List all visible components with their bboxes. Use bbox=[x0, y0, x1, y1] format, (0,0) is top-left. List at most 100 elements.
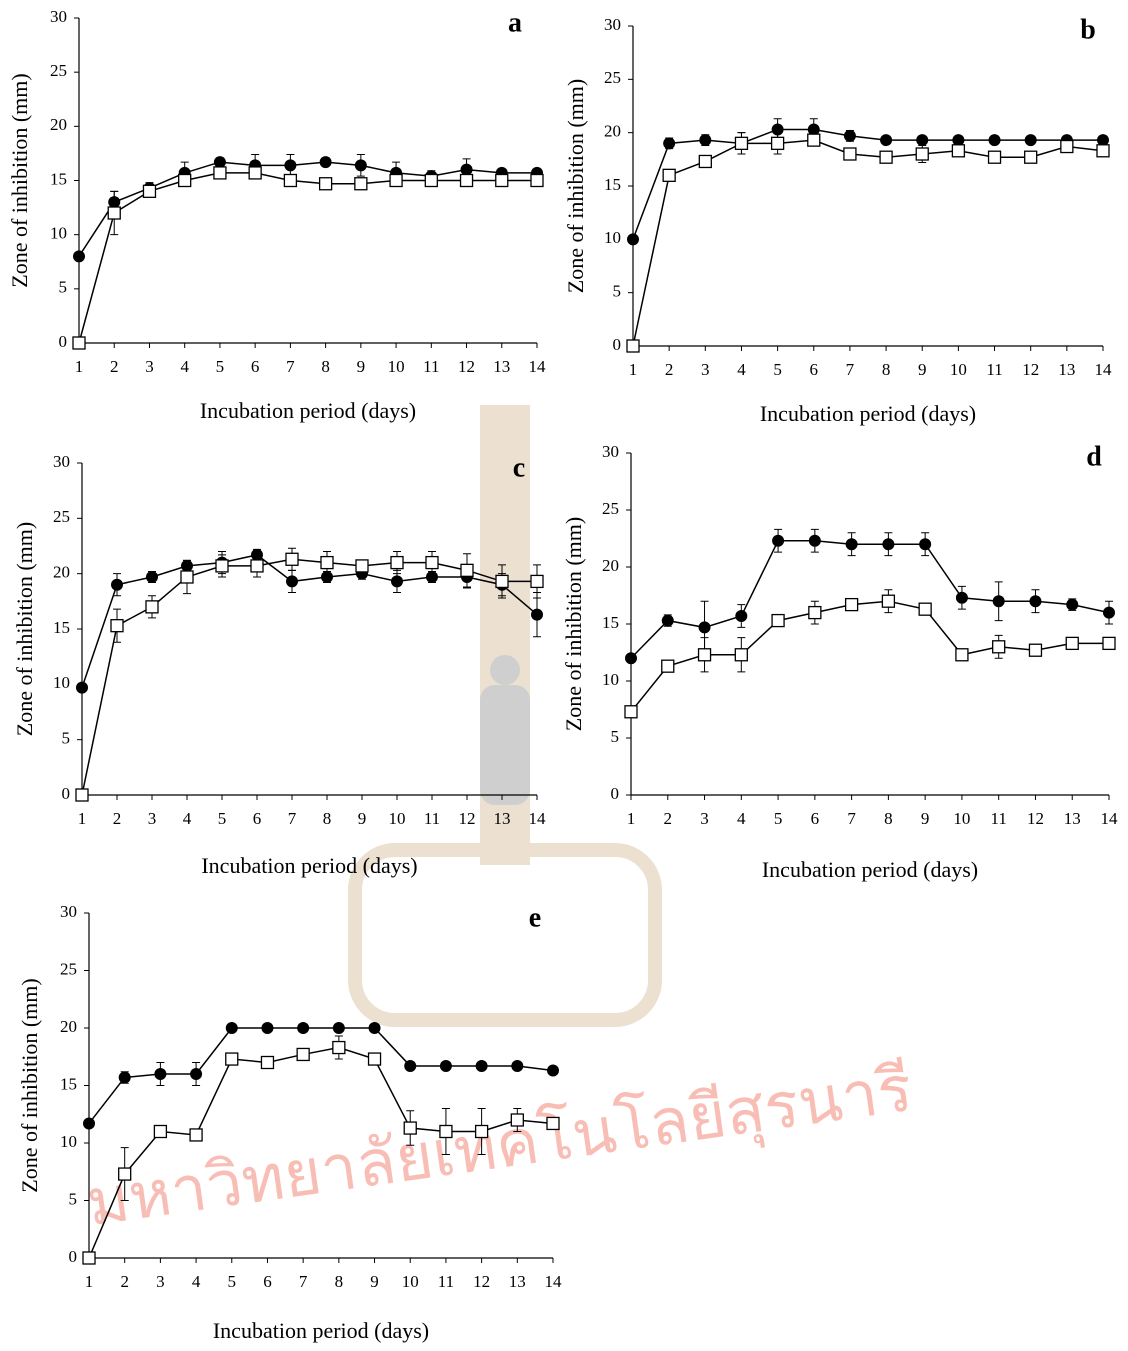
x-tick-label: 5 bbox=[228, 1272, 237, 1291]
point bbox=[495, 574, 509, 589]
point bbox=[76, 681, 88, 694]
point bbox=[880, 134, 893, 147]
point bbox=[75, 788, 89, 802]
x-tick-label: 13 bbox=[1058, 360, 1075, 379]
x-tick-label: 1 bbox=[75, 357, 84, 376]
point bbox=[772, 534, 785, 547]
point bbox=[250, 559, 264, 573]
y-tick-label: 30 bbox=[53, 452, 70, 471]
x-tick-label: 3 bbox=[156, 1272, 165, 1291]
point bbox=[844, 597, 859, 612]
x-tick-label: 6 bbox=[810, 360, 819, 379]
point bbox=[118, 1071, 131, 1084]
point bbox=[627, 233, 639, 246]
x-tick-label: 11 bbox=[991, 809, 1007, 828]
x-tick-label: 8 bbox=[323, 809, 332, 828]
y-tick-label: 0 bbox=[59, 332, 68, 351]
x-tick-label: 8 bbox=[884, 809, 893, 828]
point bbox=[368, 1022, 381, 1034]
y-tick-label: 20 bbox=[604, 122, 621, 141]
x-tick-label: 13 bbox=[493, 357, 510, 376]
x-tick-label: 10 bbox=[402, 1272, 419, 1291]
y-tick-label: 5 bbox=[69, 1189, 78, 1208]
series-line bbox=[81, 558, 537, 796]
point bbox=[1103, 606, 1115, 619]
point bbox=[952, 134, 965, 147]
x-tick-label: 2 bbox=[664, 809, 673, 828]
point bbox=[284, 159, 297, 172]
point bbox=[283, 173, 298, 188]
x-tick-label: 9 bbox=[918, 360, 927, 379]
x-tick-label: 1 bbox=[85, 1272, 94, 1291]
y-tick-label: 25 bbox=[50, 61, 67, 80]
point bbox=[118, 1167, 132, 1181]
point bbox=[1024, 134, 1037, 147]
point bbox=[624, 705, 638, 719]
x-tick-label: 14 bbox=[1101, 809, 1119, 828]
point bbox=[915, 147, 929, 161]
point bbox=[460, 163, 473, 176]
point bbox=[919, 538, 932, 551]
point bbox=[424, 173, 438, 188]
y-axis-label: Zone of inhibition (mm) bbox=[7, 73, 32, 287]
point bbox=[190, 1068, 203, 1080]
point bbox=[881, 594, 896, 608]
y-tick-label: 15 bbox=[50, 169, 67, 188]
point bbox=[318, 177, 333, 191]
y-axis-label: Zone of inhibition (mm) bbox=[563, 79, 588, 293]
y-tick-label: 30 bbox=[602, 442, 619, 461]
point bbox=[734, 136, 749, 150]
x-tick-label: 12 bbox=[1027, 809, 1044, 828]
x-axis-label: Incubation period (days) bbox=[213, 1318, 429, 1343]
x-tick-label: 6 bbox=[263, 1272, 272, 1291]
series-line bbox=[630, 540, 1110, 659]
point bbox=[178, 173, 192, 188]
y-tick-label: 25 bbox=[604, 68, 621, 87]
x-tick-label: 9 bbox=[921, 809, 930, 828]
point bbox=[1060, 139, 1074, 154]
y-tick-label: 30 bbox=[60, 902, 77, 921]
series-line bbox=[632, 128, 1103, 240]
point bbox=[510, 1113, 524, 1127]
series-line bbox=[632, 139, 1104, 347]
x-tick-label: 6 bbox=[251, 357, 260, 376]
x-tick-label: 8 bbox=[335, 1272, 344, 1291]
y-axis-label: Zone of inhibition (mm) bbox=[12, 522, 37, 736]
y-tick-label: 5 bbox=[613, 282, 622, 301]
point bbox=[771, 613, 785, 628]
x-tick-label: 7 bbox=[847, 809, 856, 828]
x-tick-label: 5 bbox=[774, 809, 783, 828]
point bbox=[215, 559, 229, 573]
x-tick-label: 5 bbox=[216, 357, 225, 376]
x-tick-label: 11 bbox=[424, 809, 440, 828]
point bbox=[734, 648, 748, 662]
point bbox=[389, 173, 403, 188]
x-tick-label: 5 bbox=[773, 360, 782, 379]
point bbox=[260, 1055, 275, 1070]
panel-label: b bbox=[1080, 14, 1096, 45]
x-axis-label: Incubation period (days) bbox=[201, 853, 417, 878]
point bbox=[662, 168, 676, 182]
y-tick-label: 0 bbox=[62, 784, 71, 803]
point bbox=[698, 621, 711, 634]
x-tick-label: 10 bbox=[953, 809, 970, 828]
panel-label: d bbox=[1086, 441, 1102, 472]
point bbox=[404, 1059, 417, 1072]
point bbox=[697, 648, 712, 662]
y-tick-label: 25 bbox=[60, 959, 77, 978]
x-tick-label: 14 bbox=[529, 357, 547, 376]
point bbox=[531, 608, 543, 621]
point bbox=[1028, 643, 1043, 657]
x-axis-label: Incubation period (days) bbox=[760, 401, 976, 426]
point bbox=[285, 552, 299, 566]
point bbox=[111, 578, 123, 591]
point bbox=[154, 1068, 167, 1080]
point bbox=[987, 150, 1002, 164]
y-tick-label: 15 bbox=[53, 618, 70, 637]
y-tick-label: 30 bbox=[50, 7, 67, 26]
point bbox=[626, 339, 640, 353]
point bbox=[475, 1059, 488, 1072]
x-tick-label: 3 bbox=[701, 360, 710, 379]
